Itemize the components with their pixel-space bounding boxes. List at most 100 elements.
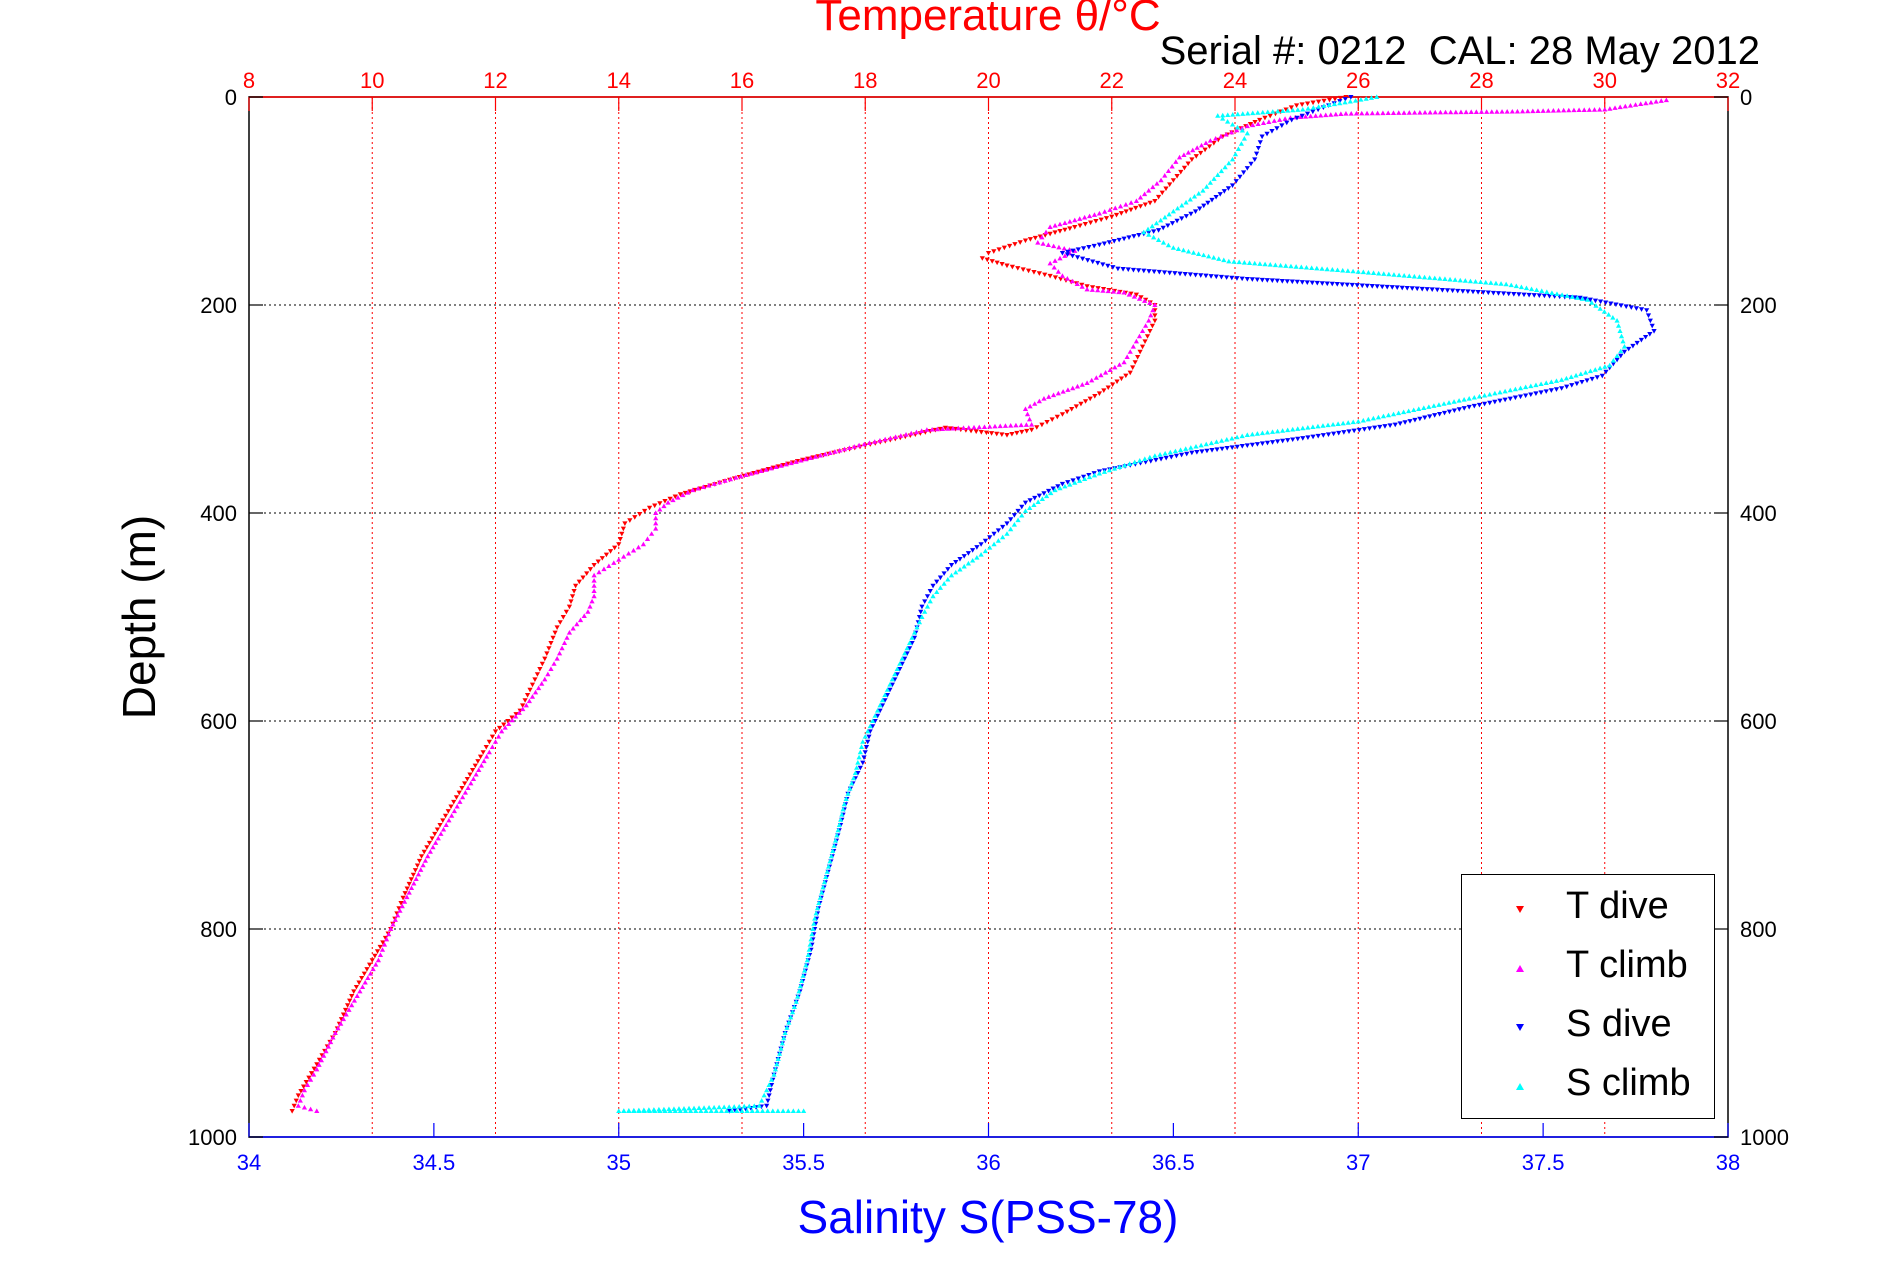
data-point [1086, 474, 1093, 480]
data-point [1597, 299, 1604, 305]
data-point [1289, 117, 1295, 123]
data-point [1144, 334, 1151, 339]
data-point [999, 262, 1005, 267]
data-point [632, 515, 638, 520]
data-point [1581, 107, 1587, 112]
data-point [1644, 308, 1650, 313]
data-point [1064, 252, 1071, 258]
data-point [1369, 110, 1375, 116]
data-point [672, 494, 678, 500]
data-point [775, 1056, 781, 1061]
data-point [1523, 393, 1529, 399]
temperature-ticks: 8 10 12 14 16 18 20 22 24 26 28 30 32 [243, 68, 1740, 111]
data-point [589, 598, 595, 604]
data-point [1095, 287, 1101, 293]
data-point [1050, 392, 1057, 398]
data-point [909, 641, 915, 646]
data-point [563, 609, 569, 615]
data-point [410, 872, 416, 878]
data-point [1446, 400, 1452, 405]
data-point [429, 836, 435, 841]
data-point [418, 867, 424, 872]
data-point [416, 858, 423, 864]
data-point [657, 501, 663, 506]
data-point [1136, 268, 1142, 273]
data-point [1643, 100, 1649, 106]
data-point [1161, 270, 1168, 275]
data-point [919, 604, 925, 610]
data-point [1259, 134, 1265, 140]
data-point [1239, 433, 1245, 439]
data-point [587, 604, 593, 609]
data-point [1340, 420, 1346, 426]
data-point [1280, 428, 1286, 433]
data-point [1088, 220, 1094, 226]
data-point [1214, 447, 1220, 452]
data-point [788, 460, 794, 466]
data-point [1553, 387, 1560, 392]
data-point [1084, 284, 1090, 289]
data-point [1084, 286, 1090, 292]
data-point [1336, 430, 1342, 436]
data-point [1342, 99, 1348, 105]
data-point [1409, 286, 1415, 291]
data-point [1127, 349, 1133, 354]
data-point [1622, 103, 1628, 109]
data-point [653, 510, 659, 515]
data-point [870, 718, 876, 723]
data-point [1149, 223, 1155, 229]
data-point [1111, 466, 1118, 471]
data-point [1257, 140, 1263, 145]
data-point [1384, 284, 1390, 290]
data-point [338, 1021, 344, 1026]
data-point [837, 447, 843, 453]
data-point [1000, 524, 1006, 530]
data-point [1009, 431, 1015, 437]
data-point [1632, 102, 1639, 107]
data-point [1577, 295, 1583, 301]
data-point [566, 604, 573, 610]
data-point [855, 771, 861, 776]
data-point [367, 970, 374, 976]
data-point [501, 722, 507, 728]
y-axis-label: Depth (m) [113, 515, 165, 719]
data-point [1411, 110, 1418, 115]
data-point [1193, 154, 1199, 159]
data-point [397, 908, 403, 913]
data-point [1612, 105, 1618, 110]
data-point [635, 544, 642, 550]
data-point [1663, 97, 1669, 103]
data-point [1180, 247, 1187, 253]
data-point [1151, 269, 1157, 275]
data-point [1436, 402, 1442, 407]
salinity-tick-label: 34 [237, 1150, 261, 1175]
data-point [805, 952, 811, 957]
data-point [995, 538, 1001, 543]
data-point [1374, 94, 1380, 99]
data-point [1528, 383, 1534, 389]
data-point [545, 671, 551, 677]
data-point [1507, 387, 1513, 393]
data-point [1035, 499, 1041, 505]
data-point [1244, 130, 1250, 136]
data-point [1148, 312, 1154, 318]
data-point [591, 578, 597, 583]
data-point [370, 966, 376, 972]
data-point [1219, 438, 1225, 443]
data-point [539, 681, 545, 686]
data-point [994, 260, 1000, 266]
data-point [838, 817, 844, 822]
data-point [591, 583, 597, 588]
data-point [1163, 455, 1169, 461]
data-point [570, 625, 576, 631]
data-point [1509, 108, 1515, 114]
data-point [867, 729, 873, 734]
data-point [1495, 291, 1502, 296]
data-point [1305, 425, 1311, 430]
data-point [1086, 213, 1093, 219]
data-point [866, 440, 873, 445]
data-point [950, 425, 956, 431]
data-point [1135, 355, 1141, 360]
data-point [653, 520, 659, 526]
data-point [1123, 201, 1129, 207]
